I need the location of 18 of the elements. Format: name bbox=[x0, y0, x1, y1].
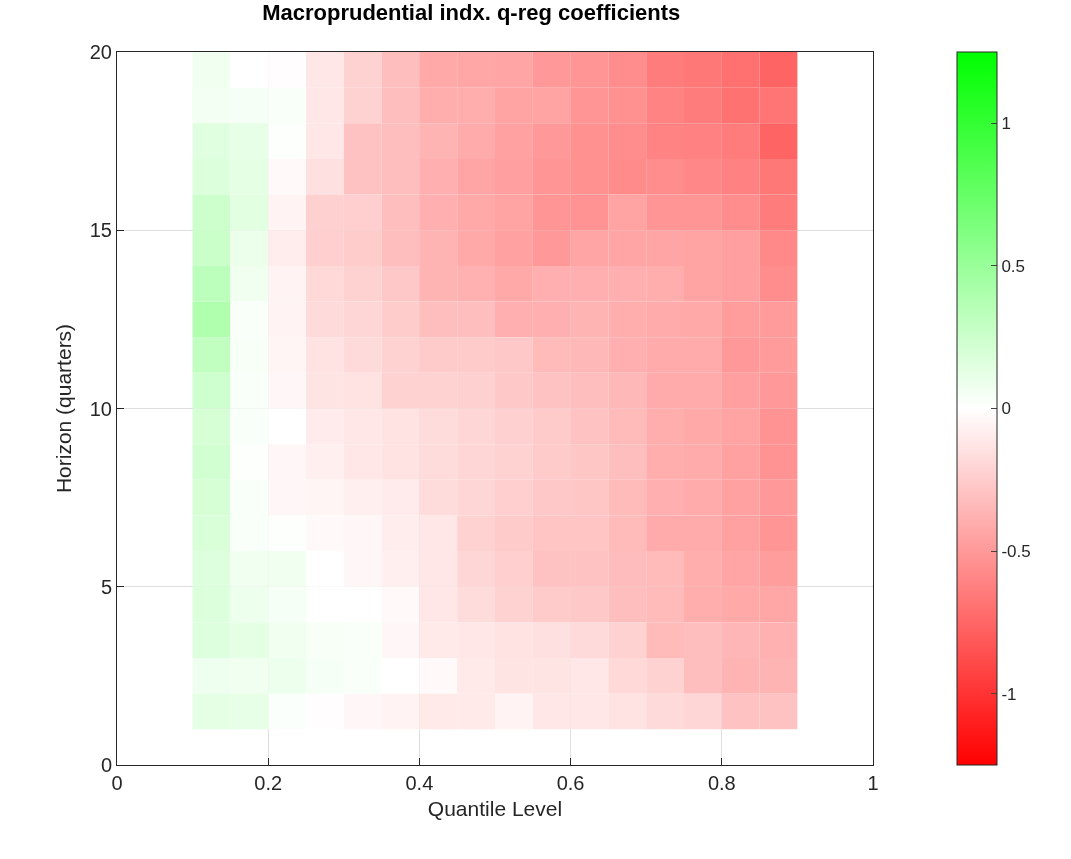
x-tick-label: 0.6 bbox=[556, 772, 585, 794]
x-axis-title: Quantile Level bbox=[427, 797, 563, 821]
color-bar-label: 0.5 bbox=[1001, 256, 1026, 276]
chart-title: Macroprudential indx. q-reg coefficients bbox=[262, 0, 681, 25]
color-bar-label: 1 bbox=[1001, 114, 1011, 134]
color-bar-label: -0.5 bbox=[1001, 542, 1031, 562]
x-tick-label: 1 bbox=[867, 772, 879, 794]
x-tick-label: 0.4 bbox=[405, 772, 434, 794]
color-bar-label: 0 bbox=[1001, 399, 1011, 419]
y-tick-label: 20 bbox=[89, 41, 112, 63]
y-tick-label: 0 bbox=[100, 754, 112, 776]
color-bar-label: -1 bbox=[1001, 684, 1017, 704]
x-tick-label: 0.2 bbox=[254, 772, 283, 794]
x-tick-label: 0.8 bbox=[707, 772, 736, 794]
y-axis-title: Horizon (quarters) bbox=[51, 323, 75, 494]
y-tick-label: 15 bbox=[89, 219, 112, 242]
y-tick-label: 5 bbox=[100, 575, 112, 598]
y-tick-label: 10 bbox=[89, 397, 112, 420]
